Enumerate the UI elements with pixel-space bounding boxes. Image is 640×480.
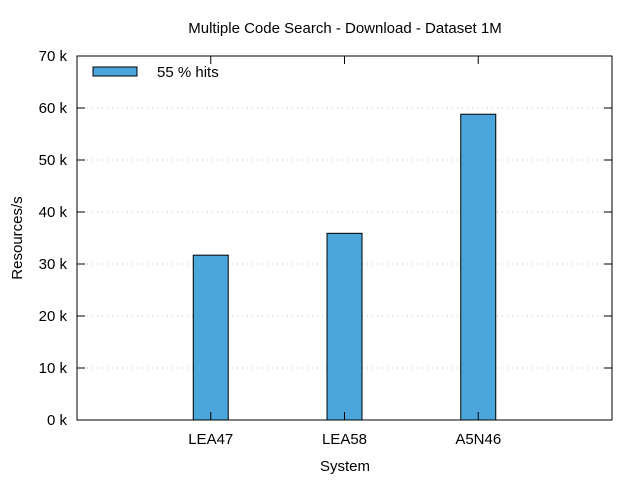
- y-tick-label: 50 k: [39, 152, 68, 169]
- y-tick-label: 10 k: [39, 360, 68, 377]
- bar-lea58: [326, 232, 363, 421]
- y-tick-label: 70 k: [39, 48, 68, 65]
- legend-swatch: [92, 66, 138, 77]
- y-tick-label: 40 k: [39, 204, 68, 221]
- bar-a5n46: [460, 113, 497, 421]
- y-axis-label: Resources/s: [9, 196, 26, 279]
- x-axis-label: System: [320, 458, 370, 475]
- y-tick-label: 0 k: [47, 412, 68, 429]
- x-tick-label: LEA47: [188, 431, 233, 448]
- y-tick-label: 20 k: [39, 308, 68, 325]
- x-tick-label: A5N46: [455, 431, 501, 448]
- ticks-layer: 0 k 10 k 20 k 30 k 40 k 50 k 60 k 70 k LEA47 LEA5…: [39, 48, 612, 448]
- x-tick-label: LEA58: [322, 431, 367, 448]
- grid-layer: [77, 107, 612, 369]
- legend: 55 % hits: [92, 64, 219, 81]
- legend-label: 55 % hits: [157, 64, 219, 81]
- y-tick-label: 60 k: [39, 100, 68, 117]
- bars-layer: [192, 113, 497, 421]
- chart-title: Multiple Code Search - Download - Datase…: [188, 20, 501, 37]
- y-tick-label: 30 k: [39, 256, 68, 273]
- bar-lea47: [192, 254, 229, 421]
